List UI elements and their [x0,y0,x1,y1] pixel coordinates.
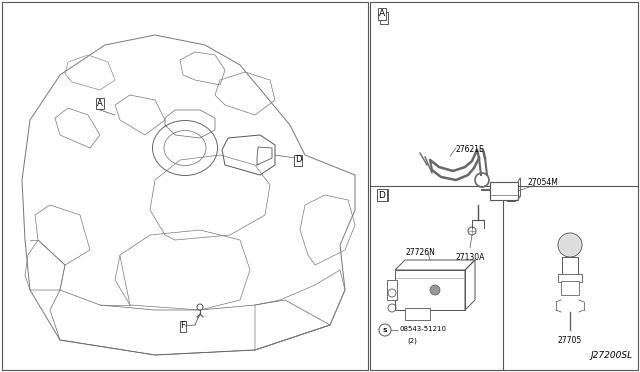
Bar [562,257,578,275]
Text: 27726N: 27726N [405,248,435,257]
Bar [387,280,397,300]
Bar [558,274,582,282]
Text: J27200SL: J27200SL [591,351,633,360]
Text: D: D [295,155,301,164]
Text: 27130A: 27130A [455,253,484,262]
Text: E: E [508,190,514,199]
Text: S: S [383,327,387,333]
Circle shape [430,285,440,295]
Text: A: A [381,13,387,22]
Text: A: A [379,10,385,19]
Text: A: A [97,99,103,108]
Circle shape [197,304,203,310]
Text: 27621E: 27621E [456,145,484,154]
Text: (2): (2) [407,337,417,343]
Text: 27054M: 27054M [527,178,558,187]
Text: F: F [180,321,186,330]
Text: A: A [381,190,387,199]
Text: D: D [379,190,385,199]
Bar [405,308,430,320]
Text: 27705: 27705 [558,336,582,345]
Bar [490,182,518,200]
Bar [370,2,638,370]
Circle shape [559,234,581,256]
Text: 08543-51210: 08543-51210 [400,326,447,332]
Bar [2,2,368,370]
Bar [561,281,579,295]
